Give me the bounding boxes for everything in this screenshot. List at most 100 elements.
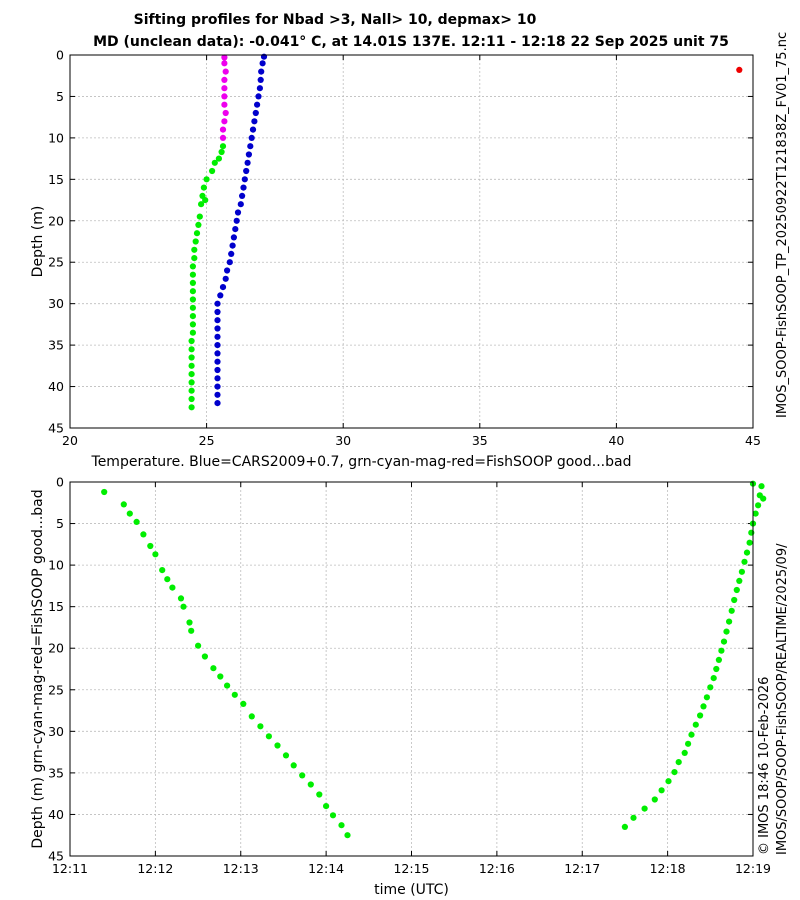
y-tick-label: 0 <box>56 475 64 490</box>
data-point-green <box>198 201 205 208</box>
data-point-green <box>290 762 297 769</box>
data-point-magenta <box>221 60 228 67</box>
data-point-green <box>718 647 725 654</box>
data-point-green <box>189 288 196 295</box>
data-point-green <box>147 542 154 550</box>
data-point-green <box>140 531 147 538</box>
data-point-green <box>188 627 195 634</box>
x-tick-label: 25 <box>199 433 215 448</box>
side-label-credit: © IMOS 18:46 10-Feb-2026 <box>757 677 772 855</box>
data-point-green <box>188 346 195 353</box>
data-point-blue <box>254 101 261 108</box>
bottom-panel: 12:11 12:12 12:13 12:14 12:15 12:16 12:17 12:18… <box>30 475 771 899</box>
data-point-blue <box>258 68 265 75</box>
data-point-blue <box>237 201 244 208</box>
data-point-green <box>188 371 195 378</box>
x-tick-label: 12:11 <box>52 861 88 876</box>
data-point-green <box>316 791 323 798</box>
y-tick-label: 5 <box>56 516 64 531</box>
data-point-magenta <box>221 54 228 61</box>
data-point-green <box>169 584 176 591</box>
figure-title-line1: Sifting profiles for Nbad >3, Nall> 10, … <box>134 12 537 28</box>
data-point-green <box>746 539 753 546</box>
data-point-green <box>215 155 222 162</box>
data-point-green <box>200 184 207 191</box>
data-point-green <box>651 796 658 803</box>
y-tick-label: 30 <box>48 296 64 311</box>
x-tick-label: 12:14 <box>308 861 344 876</box>
data-point-green <box>731 596 738 604</box>
data-point-green <box>186 619 193 626</box>
data-point-green <box>738 568 746 575</box>
data-point-green <box>274 742 281 749</box>
y-tick-label: 15 <box>48 172 64 187</box>
x-tick-label: 12:19 <box>735 861 771 876</box>
data-point-blue <box>214 342 221 349</box>
data-point-green <box>720 638 728 645</box>
data-point-green <box>755 502 762 509</box>
data-point-blue <box>226 259 233 266</box>
data-point-magenta <box>219 134 227 141</box>
data-point-green <box>159 567 166 574</box>
data-point-blue <box>228 250 235 257</box>
data-point-blue <box>259 60 266 67</box>
data-point-green <box>710 675 717 682</box>
x-tick-label: 12:16 <box>479 861 515 876</box>
data-point-green <box>697 712 704 719</box>
y-tick-label: 10 <box>48 130 64 145</box>
x-tick-label: 20 <box>62 433 78 448</box>
y-axis-label: Depth (m) <box>30 206 46 278</box>
data-point-red <box>736 66 743 73</box>
data-point-green <box>658 787 665 794</box>
data-point-green <box>217 673 224 680</box>
data-point-green <box>329 812 337 819</box>
data-point-green <box>265 733 272 740</box>
data-point-blue <box>214 400 221 407</box>
data-point-blue <box>247 143 254 150</box>
axes-frame <box>69 54 754 429</box>
data-point-green <box>180 603 187 610</box>
data-point-green <box>736 577 743 585</box>
x-tick-label: 45 <box>745 433 761 448</box>
data-point-green <box>189 321 196 328</box>
data-point-green <box>282 752 290 759</box>
data-point-blue <box>217 292 224 299</box>
data-point-blue <box>239 192 246 199</box>
data-point-green <box>257 723 264 730</box>
data-point-blue <box>232 226 239 233</box>
data-point-green <box>726 618 733 625</box>
data-point-blue <box>234 209 242 216</box>
data-point-green <box>728 607 735 614</box>
x-tick-label: 12:12 <box>137 861 173 876</box>
data-point-green <box>758 483 765 490</box>
side-label-path: IMOS/SOOP/SOOP-FishSOOP/REALTIME/2025/09… <box>775 543 790 855</box>
data-point-blue <box>229 242 236 249</box>
data-point-green <box>743 549 751 556</box>
y-tick-label: 45 <box>48 421 64 436</box>
data-point-green <box>248 713 255 720</box>
y-tick-label: 30 <box>48 724 64 739</box>
data-point-green <box>196 213 203 220</box>
data-point-green <box>224 682 231 689</box>
data-point-green <box>195 642 202 649</box>
data-point-green <box>630 814 637 821</box>
data-point-green <box>344 832 351 839</box>
data-point-blue <box>224 267 231 274</box>
data-point-blue <box>233 217 240 224</box>
y-tick-label: 45 <box>48 849 64 864</box>
data-point-green <box>133 518 140 526</box>
y-tick-label: 20 <box>48 213 64 228</box>
y-tick-label: 40 <box>48 807 64 822</box>
data-point-green <box>188 379 195 386</box>
x-tick-label: 12:18 <box>650 861 686 876</box>
data-point-green <box>715 656 723 664</box>
data-point-blue <box>230 234 237 241</box>
data-point-green <box>210 665 217 672</box>
figure-title-line2: MD (unclean data): -0.041° C, at 14.01S … <box>93 34 729 50</box>
data-point-green <box>189 271 196 278</box>
data-point-green <box>671 769 678 776</box>
y-tick-label: 10 <box>48 558 64 573</box>
data-point-blue <box>214 358 221 365</box>
data-point-green <box>177 595 185 602</box>
data-point-blue <box>214 375 221 382</box>
